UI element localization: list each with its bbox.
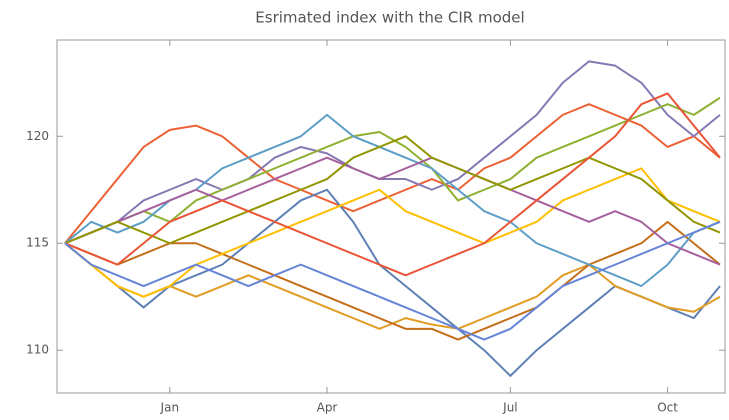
series-line — [64, 167, 721, 298]
y-tick-label: 120 — [26, 129, 49, 143]
chart-title: Esrimated index with the CIR model — [255, 9, 524, 27]
series-line — [64, 60, 721, 245]
y-tick-label: 110 — [26, 343, 49, 357]
series-line — [64, 220, 721, 341]
x-tick-label: Jan — [160, 401, 180, 415]
x-tick-label: Apr — [317, 401, 338, 415]
series-line — [64, 156, 721, 266]
x-tick-label: Jul — [502, 401, 517, 415]
series-line — [64, 135, 721, 245]
series-line — [64, 92, 721, 277]
series-line — [64, 188, 721, 377]
series-line — [64, 242, 721, 330]
y-tick-label: 115 — [26, 236, 49, 250]
series-line — [64, 220, 721, 341]
series-line — [64, 103, 721, 244]
x-tick-label: Oct — [657, 401, 678, 415]
plot-frame — [56, 39, 726, 394]
series-line — [64, 96, 721, 245]
